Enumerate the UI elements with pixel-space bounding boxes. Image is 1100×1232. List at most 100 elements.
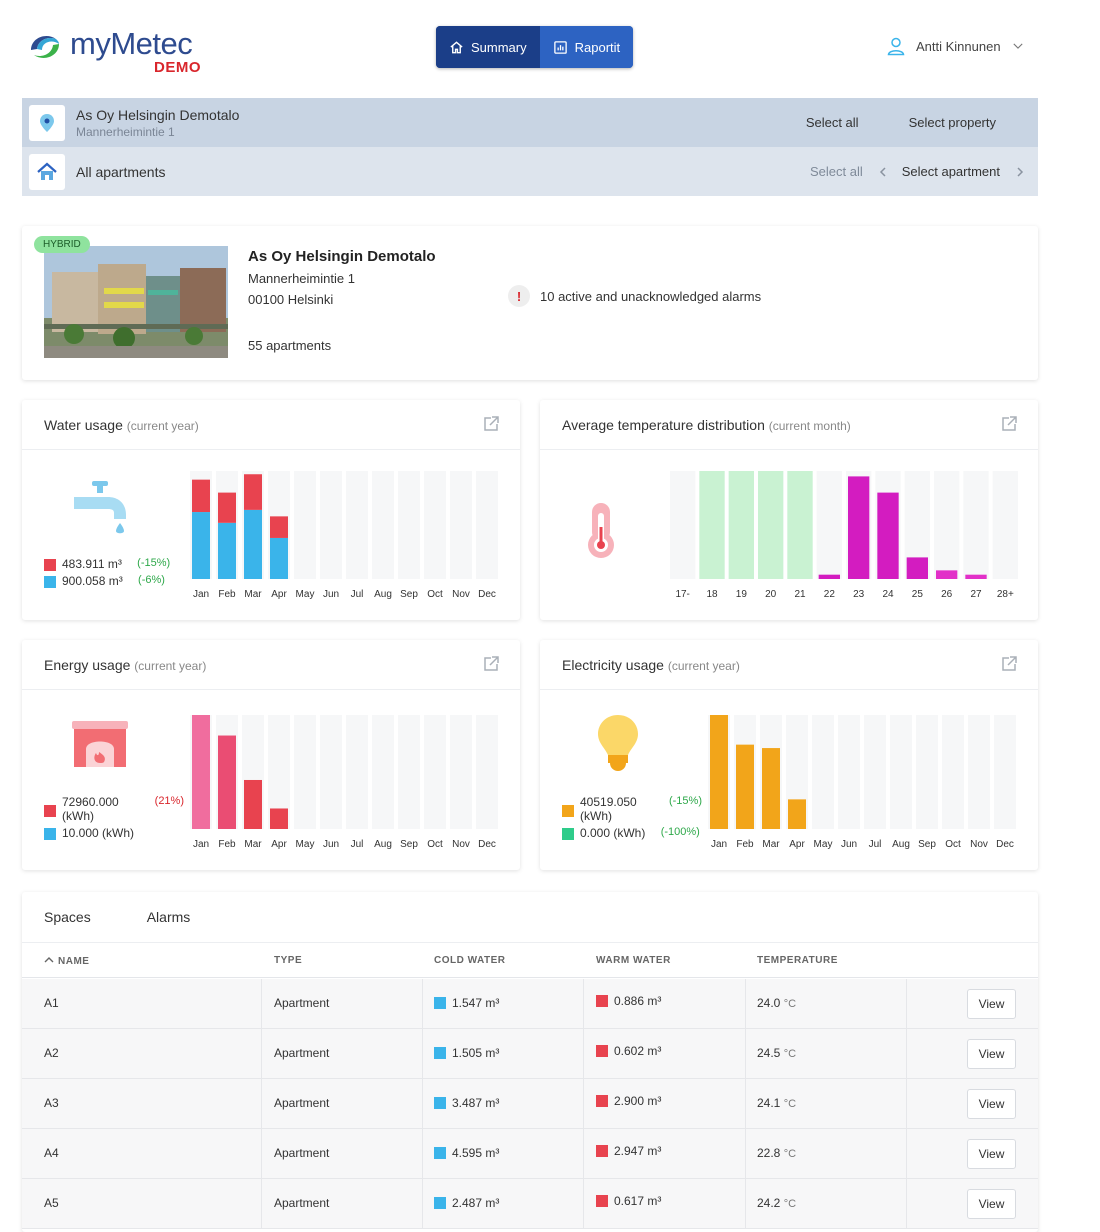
chart-tick-label: Mar	[244, 589, 262, 600]
water-tap-icon	[74, 481, 126, 534]
sort-asc-icon	[44, 957, 54, 963]
row-cold-water: 2.487 m³	[434, 1196, 499, 1210]
view-button[interactable]: View	[967, 1139, 1016, 1169]
row-cold-water: 4.595 m³	[434, 1146, 499, 1160]
chart-tick-label: 24	[882, 589, 894, 600]
chart-bar-segment[interactable]	[192, 479, 210, 513]
row-cold-water: 1.505 m³	[434, 1046, 499, 1060]
chart-bar-track	[890, 715, 912, 829]
table-row[interactable]: A5 Apartment 2.487 m³ 0.617 m³ 24.2 °C View	[22, 1179, 1038, 1229]
building-photo	[44, 246, 228, 358]
chart-bar[interactable]	[936, 570, 958, 579]
warm-water-swatch	[596, 1095, 608, 1107]
row-temperature: 24.5 °C	[757, 1046, 797, 1060]
chevron-left-icon[interactable]	[877, 166, 889, 178]
column-cold-water-header[interactable]: COLD WATER	[434, 955, 506, 966]
open-external-icon[interactable]	[482, 415, 500, 433]
chart-tick-label: 23	[853, 589, 865, 600]
select-all-apartments-link[interactable]: Select all	[809, 164, 863, 179]
chart-bar[interactable]	[270, 808, 288, 829]
select-property-dropdown[interactable]: Select property	[908, 115, 996, 130]
chart-bar[interactable]	[244, 779, 262, 829]
chart-bar[interactable]	[758, 471, 784, 579]
chart-tick-label: Sep	[400, 589, 418, 600]
chart-bar[interactable]	[699, 471, 725, 579]
chart-bar-segment[interactable]	[244, 474, 262, 510]
chart-bar-segment[interactable]	[244, 509, 262, 579]
tab-spaces[interactable]: Spaces	[44, 909, 91, 925]
chart-bar-segment[interactable]	[270, 537, 288, 579]
apartments-title: All apartments	[76, 163, 166, 180]
chart-bar[interactable]	[965, 574, 987, 579]
chart-bar-segment[interactable]	[218, 522, 236, 579]
view-button[interactable]: View	[967, 1039, 1016, 1069]
nav-raportit-button[interactable]: Raportit	[539, 26, 633, 68]
column-type-header[interactable]: TYPE	[274, 955, 303, 966]
nav-summary-button[interactable]: Summary	[436, 26, 540, 68]
select-all-properties-link[interactable]: Select all	[805, 115, 859, 130]
view-button[interactable]: View	[967, 989, 1016, 1019]
chart-tick-label: Aug	[892, 839, 910, 850]
row-cold-water: 1.547 m³	[434, 996, 499, 1010]
table-row[interactable]: A2 Apartment 1.505 m³ 0.602 m³ 24.5 °C View	[22, 1029, 1038, 1079]
chart-bar[interactable]	[218, 735, 236, 829]
chevron-right-icon[interactable]	[1014, 166, 1026, 178]
chart-bar-track	[994, 715, 1016, 829]
chart-bar-segment[interactable]	[192, 512, 210, 579]
chart-bar[interactable]	[788, 799, 806, 829]
chart-bar[interactable]	[192, 715, 210, 829]
open-external-icon[interactable]	[1000, 655, 1018, 673]
select-apartment-dropdown[interactable]: Select apartment	[901, 164, 1000, 179]
chart-tick-label: Nov	[452, 839, 470, 850]
column-warm-water-header[interactable]: WARM WATER	[596, 955, 671, 966]
chart-bar[interactable]	[728, 471, 754, 579]
chart-bar[interactable]	[787, 471, 813, 579]
chart-bar[interactable]	[710, 715, 728, 829]
user-icon	[887, 37, 905, 56]
chart-tick-label: 25	[912, 589, 924, 600]
thermometer-icon	[588, 503, 614, 558]
water-usage-widget: Water usage (current year) 483.911 m³ (-…	[22, 400, 520, 620]
chart-tick-label: Sep	[400, 839, 418, 850]
chart-tick-label: Feb	[218, 839, 236, 850]
chart-bar-track	[424, 471, 446, 579]
row-type: Apartment	[274, 1196, 330, 1210]
view-button[interactable]: View	[967, 1089, 1016, 1119]
location-pin-icon	[29, 104, 65, 141]
view-button[interactable]: View	[967, 1189, 1016, 1219]
nav-summary-label: Summary	[471, 39, 527, 55]
chart-tick-label: Jan	[193, 589, 209, 600]
chart-bar[interactable]	[736, 744, 754, 829]
warm-water-swatch	[44, 559, 56, 571]
row-type: Apartment	[274, 1096, 330, 1110]
table-row[interactable]: A1 Apartment 1.547 m³ 0.886 m³ 24.0 °C View	[22, 979, 1038, 1029]
chart-tick-label: Apr	[789, 839, 805, 850]
table-header: NAME TYPE COLD WATER WARM WATER TEMPERAT…	[22, 942, 1038, 978]
column-temperature-header[interactable]: TEMPERATURE	[757, 955, 838, 966]
chart-bar[interactable]	[848, 476, 870, 579]
tab-alarms[interactable]: Alarms	[146, 909, 191, 925]
open-external-icon[interactable]	[482, 655, 500, 673]
chart-bar-segment[interactable]	[270, 516, 288, 538]
open-external-icon[interactable]	[1000, 415, 1018, 433]
chart-bar[interactable]	[906, 557, 928, 579]
chart-tick-label: Jun	[323, 839, 339, 850]
table-row[interactable]: A3 Apartment 3.487 m³ 2.900 m³ 24.1 °C View	[22, 1079, 1038, 1129]
chart-bar-track	[992, 471, 1018, 579]
chart-tick-label: 18	[706, 589, 718, 600]
chart-bar[interactable]	[762, 748, 780, 829]
chart-bar-segment[interactable]	[218, 492, 236, 523]
heat-energy-change: (21%)	[154, 795, 184, 807]
user-menu[interactable]: Antti Kinnunen	[886, 36, 1025, 56]
mymetec-logo[interactable]: myMetec DEMO	[28, 26, 218, 80]
alarm-summary[interactable]: ! 10 active and unacknowledged alarms	[508, 285, 761, 307]
property-city: 00100 Helsinki	[248, 292, 334, 307]
electricity-usage-chart: Jan Feb Mar Apr May Jun Jul Aug Sep Oct Nov Dec	[708, 715, 1016, 850]
chart-bar[interactable]	[877, 492, 899, 579]
chart-bar[interactable]	[818, 574, 840, 579]
table-row[interactable]: A4 Apartment 4.595 m³ 2.947 m³ 22.8 °C View	[22, 1129, 1038, 1179]
column-name-header[interactable]: NAME	[44, 955, 89, 967]
energy-usage-title: Energy usage (current year)	[44, 657, 207, 673]
chart-tick-label: Sep	[918, 839, 936, 850]
temperature-distribution-chart: 17- 18 19 20 21 22 23 24 25 26 27 28+	[670, 471, 1018, 600]
